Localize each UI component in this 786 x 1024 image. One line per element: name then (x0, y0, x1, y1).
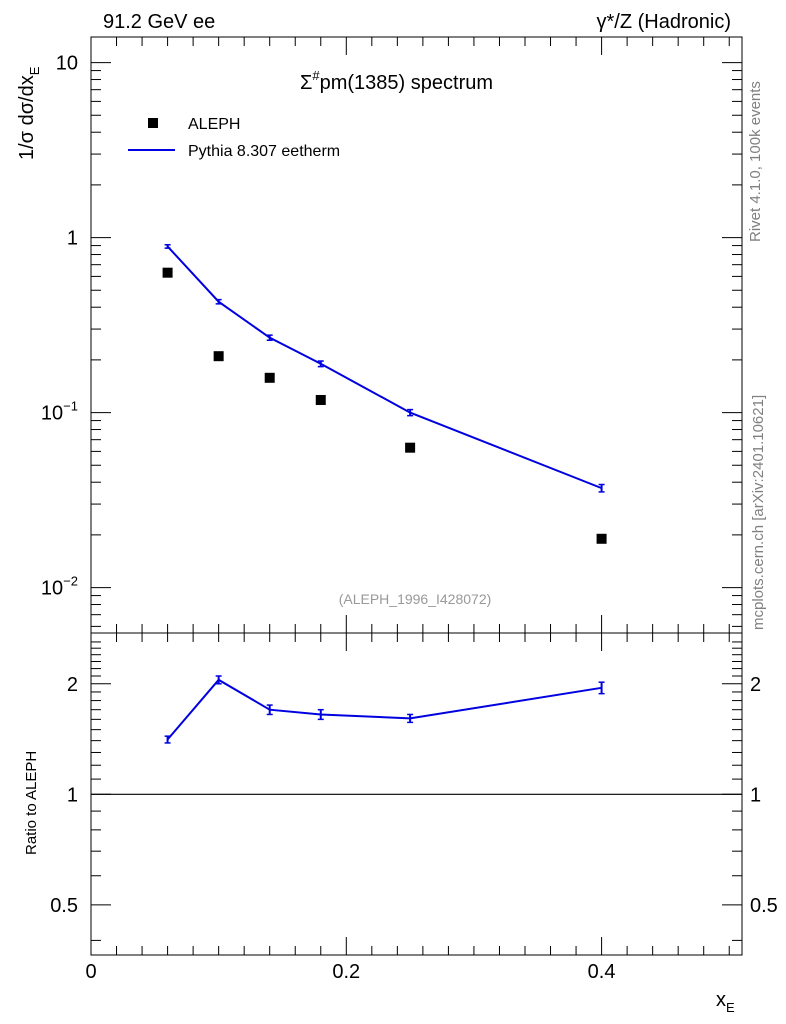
header-right: γ*/Z (Hadronic) (597, 11, 731, 33)
ratio-y-tick-label: 0.5 (50, 895, 78, 917)
y-tick-label: 10−1 (41, 399, 78, 425)
aleph-data-point (162, 267, 173, 278)
y-tick-label: 1 (67, 228, 78, 250)
aleph-data-point (264, 372, 275, 383)
main-marks (162, 243, 607, 544)
ratio-y-tick-label-right: 0.5 (750, 895, 778, 917)
aleph-data-point (405, 442, 416, 453)
ratio-axes: 0 0.2 0.4 2 2 1 1 0.5 0.5 (50, 633, 778, 983)
aleph-data-point (596, 533, 607, 544)
legend-data-label: ALEPH (188, 116, 240, 133)
mc-line (166, 245, 602, 490)
x-axis-label: xE (716, 989, 735, 1015)
x-tick-label: 0 (85, 961, 96, 983)
plot-title: Σ#pm(1385) spectrum (300, 68, 493, 94)
ratio-y-tick-label-right: 1 (750, 784, 761, 806)
rivet-label: Rivet 4.1.0, 100k events (747, 81, 764, 242)
mcplots-label: mcplots.cern.ch [arXiv:2401.10621] (750, 395, 767, 630)
ratio-y-tick-label-right: 2 (750, 674, 761, 696)
main-y-label: 1/σ dσ/dxE (16, 66, 42, 160)
aleph-data-point (315, 394, 326, 405)
header-left: 91.2 GeV ee (103, 11, 215, 33)
ratio-line (166, 678, 602, 741)
ratio-y-tick-label: 1 (67, 784, 78, 806)
x-tick-label: 0.4 (588, 961, 616, 983)
analysis-watermark: (ALEPH_1996_I428072) (339, 591, 492, 607)
main-axes: 10 1 10−1 10−2 (41, 37, 742, 633)
ratio-y-label: Ratio to ALEPH (23, 751, 40, 855)
ratio-y-tick-label: 2 (67, 674, 78, 696)
y-tick-label: 10−2 (41, 574, 78, 600)
legend-mc-label: Pythia 8.307 eetherm (188, 143, 340, 160)
y-tick-label: 10 (56, 53, 78, 75)
x-tick-label: 0.2 (332, 961, 360, 983)
ratio-marks (164, 675, 605, 744)
aleph-data-point (213, 351, 224, 362)
legend-data-marker (148, 118, 158, 128)
